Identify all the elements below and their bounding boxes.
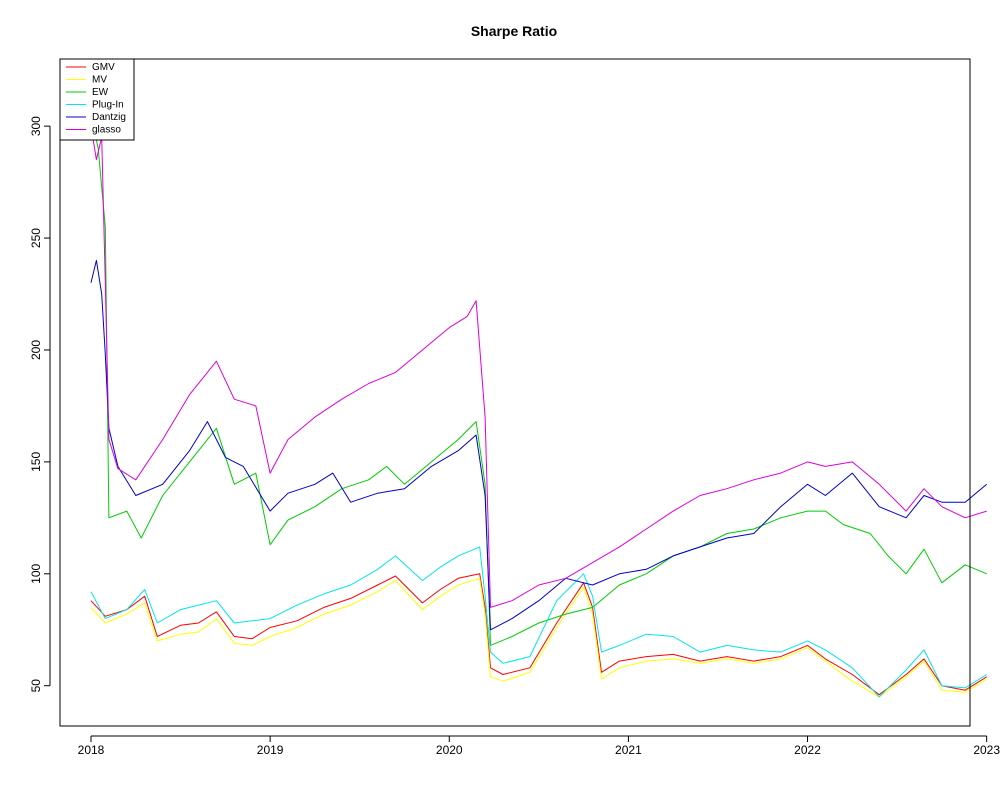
y-axis: 50 100 150 200 250 300 <box>29 116 51 693</box>
x-tick-label: 2018 <box>78 743 105 757</box>
legend-label: EW <box>92 87 109 98</box>
legend-label: Plug-In <box>92 100 124 111</box>
series-layer <box>90 114 988 698</box>
y-tick-label: 300 <box>29 116 43 136</box>
x-tick-label: 2022 <box>794 743 821 757</box>
series-line-glasso <box>90 126 987 608</box>
series-line-mv <box>90 577 987 698</box>
legend-label: GMV <box>92 62 115 73</box>
y-tick-label: 250 <box>29 228 43 248</box>
series-line-dantzig <box>90 259 988 631</box>
legend-label: MV <box>92 75 107 86</box>
x-tick-label: 2020 <box>436 743 463 757</box>
y-tick-label: 150 <box>29 452 43 472</box>
x-axis: 2018 2019 2020 2021 2022 2023 <box>78 735 1000 757</box>
legend-label: glasso <box>92 125 121 136</box>
y-tick-label: 200 <box>29 340 43 360</box>
x-tick-label: 2019 <box>257 743 284 757</box>
y-tick-label: 50 <box>29 679 43 693</box>
series-line-gmv <box>90 573 987 696</box>
plot-area-frame <box>59 58 971 727</box>
x-tick-label: 2021 <box>615 743 642 757</box>
legend-label: Dantzig <box>92 112 126 123</box>
y-tick-label: 100 <box>29 563 43 583</box>
legend-box <box>59 58 135 141</box>
chart-title: Sharpe Ratio <box>471 23 557 39</box>
series-line-plug-in <box>90 546 987 698</box>
x-tick-label: 2023 <box>973 743 1000 757</box>
